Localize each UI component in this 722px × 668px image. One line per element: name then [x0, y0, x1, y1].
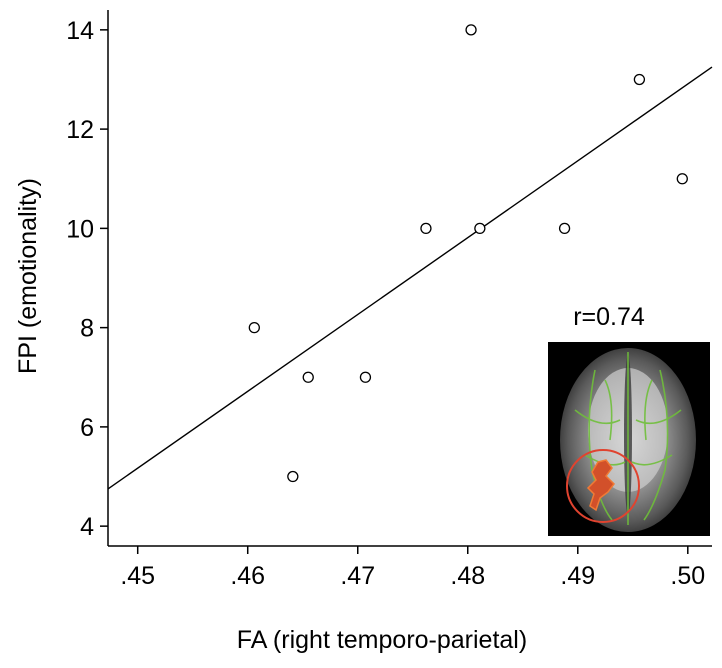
x-ticks: .45 .46 .47 .48 .49 .50	[120, 546, 705, 590]
y-tick-label: 14	[66, 17, 94, 45]
correlation-annotation: r=0.74	[573, 303, 645, 331]
data-point	[287, 470, 299, 483]
y-tick-label: 4	[80, 513, 94, 541]
y-ticks: 4 6 8 10 12 14	[66, 17, 108, 541]
x-tick-label: .50	[670, 562, 705, 590]
data-point	[302, 371, 314, 383]
y-tick-label: 8	[80, 315, 94, 343]
data-point	[465, 24, 477, 36]
cluster-circle	[566, 449, 640, 523]
brain-inset	[548, 342, 710, 536]
y-tick-label: 10	[66, 215, 94, 243]
x-axis-title: FA (right temporo-parietal)	[237, 626, 527, 654]
x-tick-label: .47	[340, 562, 375, 590]
data-point	[558, 222, 571, 235]
cluster-highlight	[586, 459, 615, 512]
data-point	[248, 321, 260, 334]
fit-line-group	[107, 66, 713, 490]
data-points	[248, 24, 688, 483]
x-tick-label: .48	[450, 562, 485, 590]
regression-line	[107, 66, 713, 490]
axes	[107, 10, 712, 547]
x-tick-label: .45	[120, 562, 155, 590]
y-tick-label: 12	[66, 116, 94, 144]
data-point	[474, 222, 486, 235]
data-point	[359, 371, 372, 383]
data-point	[420, 222, 432, 235]
y-axis-title: FPI (emotionality)	[14, 178, 42, 374]
data-point	[633, 73, 646, 86]
y-tick-label: 6	[80, 414, 94, 442]
data-point	[676, 173, 688, 185]
x-tick-label: .46	[230, 562, 265, 590]
x-tick-label: .49	[560, 562, 595, 590]
